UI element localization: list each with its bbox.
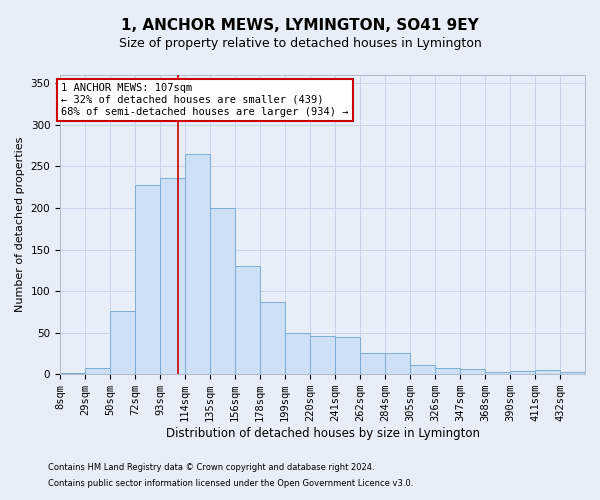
Bar	[385, 354, 410, 374]
Bar	[135, 184, 160, 374]
Bar	[85, 368, 110, 374]
Text: Contains public sector information licensed under the Open Government Licence v3: Contains public sector information licen…	[48, 478, 413, 488]
Text: 1 ANCHOR MEWS: 107sqm
← 32% of detached houses are smaller (439)
68% of semi-det: 1 ANCHOR MEWS: 107sqm ← 32% of detached …	[61, 84, 349, 116]
Bar	[285, 332, 310, 374]
Bar	[110, 311, 135, 374]
Bar	[235, 266, 260, 374]
Bar	[260, 302, 285, 374]
Bar	[360, 354, 385, 374]
Y-axis label: Number of detached properties: Number of detached properties	[15, 137, 25, 312]
Bar	[160, 178, 185, 374]
Text: Size of property relative to detached houses in Lymington: Size of property relative to detached ho…	[119, 38, 481, 51]
Bar	[510, 371, 535, 374]
Text: Contains HM Land Registry data © Crown copyright and database right 2024.: Contains HM Land Registry data © Crown c…	[48, 464, 374, 472]
Bar	[560, 372, 585, 374]
Bar	[60, 372, 85, 374]
Bar	[410, 365, 435, 374]
Bar	[210, 208, 235, 374]
Bar	[535, 370, 560, 374]
Bar	[310, 336, 335, 374]
Bar	[185, 154, 210, 374]
Bar	[335, 337, 360, 374]
Bar	[460, 369, 485, 374]
Bar	[435, 368, 460, 374]
X-axis label: Distribution of detached houses by size in Lymington: Distribution of detached houses by size …	[166, 427, 479, 440]
Bar	[485, 372, 510, 374]
Text: 1, ANCHOR MEWS, LYMINGTON, SO41 9EY: 1, ANCHOR MEWS, LYMINGTON, SO41 9EY	[121, 18, 479, 32]
